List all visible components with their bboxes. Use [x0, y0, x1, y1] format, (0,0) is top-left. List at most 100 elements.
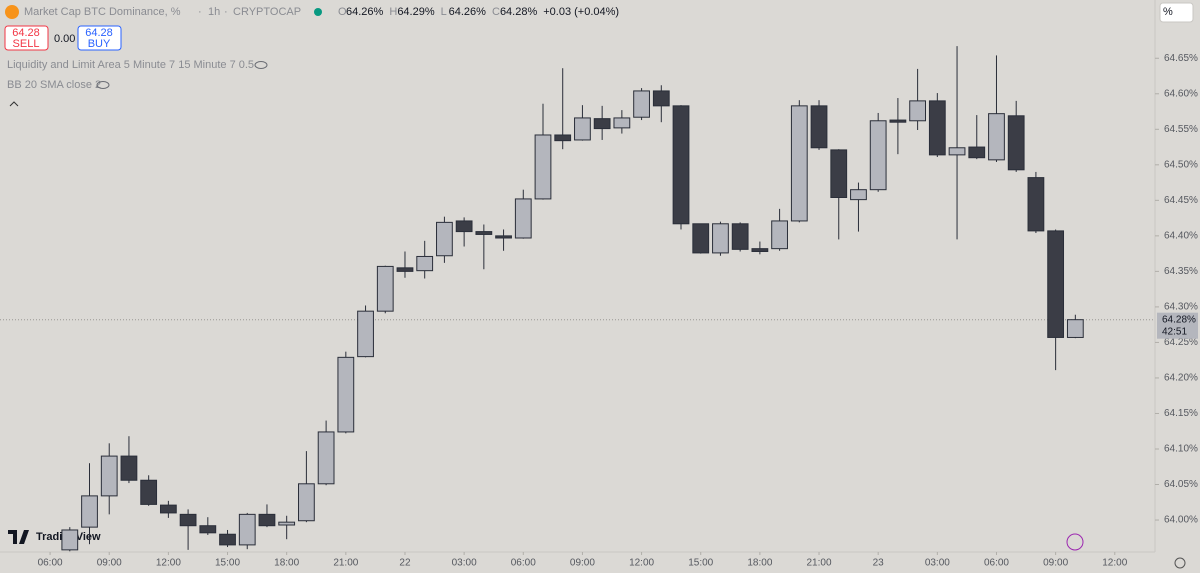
x-tick-label: 09:00: [97, 558, 122, 569]
candle-body: [909, 100, 926, 122]
candle-body: [869, 120, 887, 191]
y-tick-label: 64.60%: [1164, 88, 1198, 99]
buy-button[interactable]: [77, 25, 122, 51]
candle-body: [633, 90, 650, 118]
x-tick-label: 15:00: [688, 558, 713, 569]
x-tick-label: 22: [399, 558, 411, 569]
candle-body: [475, 231, 493, 235]
x-tick-label: 18:00: [747, 558, 772, 569]
candle-body: [1007, 115, 1025, 171]
plot: 64.00% 64.05% 64.10% 64.15% 64.20% 64.25% 64.3…: [0, 46, 1198, 569]
x-tick-label: 09:00: [1043, 558, 1068, 569]
candle-body: [436, 221, 453, 257]
candle-body: [179, 513, 197, 527]
y-tick-label: 64.20%: [1164, 373, 1198, 384]
y-tick-label: 64.10%: [1164, 444, 1198, 455]
sell-button[interactable]: [4, 25, 49, 51]
indicator-label[interactable]: BB 20 SMA close 2: [7, 79, 101, 91]
candle-body: [771, 220, 788, 250]
candle-body: [672, 105, 690, 225]
x-tick-label: 09:00: [570, 558, 595, 569]
x-tick-label: 12:00: [1102, 558, 1127, 569]
candle-body: [968, 146, 986, 159]
x-tick-label: 23: [873, 558, 885, 569]
x-tick-label: 12:00: [629, 558, 654, 569]
ohlc-key: O: [338, 6, 347, 18]
buy-price[interactable]: 64.28: [85, 27, 113, 39]
candle-body: [61, 529, 79, 551]
scale-button[interactable]: [1159, 2, 1194, 23]
candle-body: [1027, 177, 1045, 232]
sell-label[interactable]: SELL: [13, 38, 40, 50]
indicator-label[interactable]: Liquidity and Limit Area 5 Minute 7 15 M…: [7, 59, 254, 71]
y-tick-label: 64.40%: [1164, 231, 1198, 242]
separator: ·: [198, 6, 202, 18]
y-tick-label: 64.55%: [1164, 124, 1198, 135]
candle-body: [416, 255, 434, 272]
sell-price[interactable]: 64.28: [12, 27, 40, 39]
y-tick-label: 64.25%: [1164, 337, 1198, 348]
logo-mark: [8, 530, 29, 544]
y-tick-label: 64.15%: [1164, 408, 1198, 419]
candle-body: [199, 525, 217, 534]
symbol-title[interactable]: Market Cap BTC Dominance, %: [24, 6, 181, 18]
visibility-icon[interactable]: [96, 81, 110, 89]
x-tick-label: 21:00: [333, 558, 358, 569]
candle-body: [613, 117, 631, 129]
btc-icon: [5, 5, 19, 19]
buy-label[interactable]: BUY: [88, 38, 111, 50]
ohlc-key: C: [492, 6, 500, 18]
candle-body: [455, 220, 473, 233]
candle-body: [948, 147, 966, 156]
candle-body: [81, 495, 98, 528]
candle-body: [219, 533, 236, 546]
event-icon[interactable]: [1066, 533, 1084, 551]
candle-body: [712, 223, 729, 254]
x-tick-label: 15:00: [215, 558, 240, 569]
y-tick-label: 64.30%: [1164, 302, 1198, 313]
interval[interactable]: 1h: [208, 6, 220, 18]
y-tick-label: 64.35%: [1164, 266, 1198, 277]
x-tick-label: 06:00: [38, 558, 63, 569]
collapse-icon[interactable]: [9, 101, 19, 107]
spread: 0.00: [54, 33, 75, 45]
candle-body: [751, 248, 769, 252]
candle-body: [850, 189, 867, 201]
ohlc-legend: O 64.26% H 64.29% L 64.26% C 64.28%: [338, 6, 537, 18]
candle-body: [534, 134, 552, 200]
candle-body: [554, 134, 572, 142]
candle-body: [317, 431, 335, 485]
settings-icon[interactable]: [1174, 557, 1186, 569]
candle-body: [159, 504, 177, 514]
x-tick-label: 06:00: [511, 558, 536, 569]
candle-body: [278, 521, 296, 526]
candle-body: [100, 455, 118, 497]
candle-body: [1047, 230, 1065, 338]
exchange: CRYPTOCAP: [233, 6, 301, 18]
market-status: [314, 8, 322, 16]
candle-body: [593, 118, 611, 130]
ohlc-value: 64.29%: [397, 6, 435, 18]
candle-body: [238, 513, 256, 546]
candle-body: [810, 105, 828, 149]
y-tick-label: 64.65%: [1164, 53, 1198, 64]
candle-body: [988, 113, 1005, 161]
candle-body: [396, 267, 414, 272]
x-tick-label: 06:00: [984, 558, 1009, 569]
candle-body: [652, 90, 670, 107]
candle-body: [120, 455, 138, 481]
visibility-icon[interactable]: [254, 61, 268, 69]
separator: ·: [224, 6, 228, 18]
ohlc-value: 64.28%: [500, 6, 538, 18]
last-price-box: [1157, 312, 1198, 339]
candle-body: [889, 119, 907, 123]
scale-button-label[interactable]: %: [1163, 6, 1173, 18]
ohlc-value: 64.26%: [449, 6, 487, 18]
candle-body: [692, 223, 710, 254]
x-tick-label: 03:00: [452, 558, 477, 569]
y-tick-label: 64.00%: [1164, 515, 1198, 526]
y-tick-label: 64.05%: [1164, 479, 1198, 490]
x-tick-label: 21:00: [807, 558, 832, 569]
candle-body: [790, 105, 808, 222]
